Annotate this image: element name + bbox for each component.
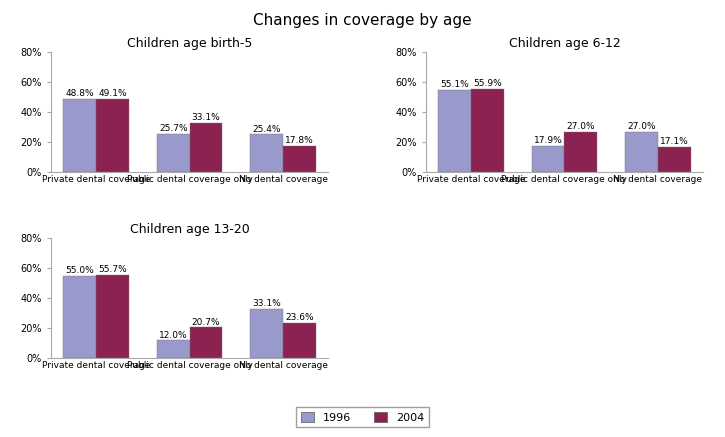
Text: 55.9%: 55.9% xyxy=(473,79,502,88)
Bar xyxy=(63,276,96,358)
Text: 20.7%: 20.7% xyxy=(191,318,220,326)
Bar xyxy=(96,275,129,358)
Legend: 1996, 2004: 1996, 2004 xyxy=(297,407,428,427)
Title: Children age 6-12: Children age 6-12 xyxy=(508,37,621,50)
Text: 55.1%: 55.1% xyxy=(440,80,469,89)
Text: 55.7%: 55.7% xyxy=(98,265,127,274)
Bar xyxy=(96,99,129,173)
Bar xyxy=(189,123,223,173)
Bar xyxy=(625,132,658,173)
Text: 17.1%: 17.1% xyxy=(660,137,689,146)
Text: 33.1%: 33.1% xyxy=(191,113,220,122)
Text: 17.9%: 17.9% xyxy=(534,136,563,145)
Text: 17.8%: 17.8% xyxy=(285,136,314,145)
Text: 25.4%: 25.4% xyxy=(252,125,281,134)
Text: 49.1%: 49.1% xyxy=(98,89,127,98)
Bar xyxy=(283,323,316,358)
Bar xyxy=(531,146,565,173)
Text: 12.0%: 12.0% xyxy=(159,331,188,340)
Text: 25.7%: 25.7% xyxy=(159,124,188,133)
Bar xyxy=(250,134,283,173)
Text: 27.0%: 27.0% xyxy=(566,122,595,131)
Text: 27.0%: 27.0% xyxy=(627,122,656,131)
Bar xyxy=(157,134,189,173)
Bar xyxy=(63,99,96,173)
Text: 48.8%: 48.8% xyxy=(65,90,94,98)
Text: 55.0%: 55.0% xyxy=(65,266,94,275)
Title: Children age 13-20: Children age 13-20 xyxy=(130,223,249,236)
Bar xyxy=(250,309,283,358)
Text: Changes in coverage by age: Changes in coverage by age xyxy=(253,13,472,28)
Text: 33.1%: 33.1% xyxy=(252,299,281,308)
Bar xyxy=(438,90,471,173)
Bar xyxy=(471,89,504,173)
Bar xyxy=(189,327,223,358)
Bar xyxy=(283,146,316,173)
Title: Children age birth-5: Children age birth-5 xyxy=(127,37,252,50)
Bar xyxy=(157,340,189,358)
Text: 23.6%: 23.6% xyxy=(285,313,314,322)
Bar xyxy=(658,147,691,173)
Bar xyxy=(565,132,597,173)
